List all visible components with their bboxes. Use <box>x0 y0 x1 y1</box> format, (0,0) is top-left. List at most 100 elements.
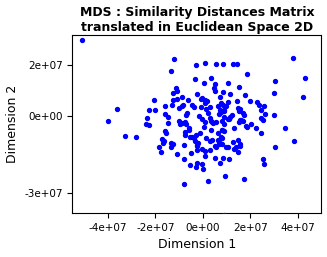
Point <box>219 142 225 146</box>
Point <box>168 69 174 74</box>
Point <box>171 91 176 95</box>
Point <box>190 135 195 139</box>
Point <box>174 89 180 94</box>
Point <box>188 151 194 155</box>
Point <box>218 136 224 140</box>
Point <box>169 145 174 149</box>
Point <box>180 103 185 107</box>
Point <box>202 120 207 124</box>
Point <box>217 95 222 99</box>
Point <box>209 76 214 80</box>
Point <box>200 117 205 121</box>
Point <box>231 61 236 66</box>
Point <box>225 100 231 104</box>
Point <box>291 139 297 143</box>
Point <box>217 112 222 116</box>
Point <box>242 177 247 181</box>
Point <box>290 56 296 60</box>
Point <box>232 126 237 131</box>
Point <box>228 92 233 96</box>
Point <box>209 120 215 124</box>
Point <box>197 114 202 118</box>
Point <box>213 145 218 149</box>
Point <box>213 89 218 93</box>
Point <box>219 136 225 140</box>
Point <box>237 120 242 124</box>
Point <box>221 62 226 67</box>
Point <box>182 130 188 134</box>
Point <box>219 128 225 132</box>
Point <box>170 98 175 102</box>
Point <box>200 167 205 171</box>
Point <box>170 142 175 146</box>
Point <box>207 105 213 109</box>
Point <box>260 118 266 122</box>
Point <box>79 38 84 42</box>
Point <box>217 161 223 166</box>
Point <box>187 135 193 139</box>
Point <box>272 145 278 149</box>
Point <box>203 107 209 111</box>
Point <box>221 103 226 107</box>
Y-axis label: Dimension 2: Dimension 2 <box>6 85 19 163</box>
Point <box>256 103 262 107</box>
Point <box>151 98 156 102</box>
Point <box>175 152 180 156</box>
Point <box>238 118 243 122</box>
Point <box>255 100 260 104</box>
Point <box>181 181 187 186</box>
Point <box>214 120 219 124</box>
Point <box>196 141 201 145</box>
Point <box>212 156 217 160</box>
Point <box>235 99 240 103</box>
Point <box>184 122 189 126</box>
Point <box>244 72 249 77</box>
Point <box>159 137 164 141</box>
Point <box>209 118 214 123</box>
Point <box>220 90 225 94</box>
Point <box>229 113 234 117</box>
Point <box>183 120 188 124</box>
Point <box>236 138 241 142</box>
Point <box>199 105 204 109</box>
Point <box>248 122 253 126</box>
Point <box>186 126 192 130</box>
Point <box>227 115 232 119</box>
Point <box>300 95 305 99</box>
Point <box>191 105 196 109</box>
Point <box>262 162 267 166</box>
Point <box>193 139 198 143</box>
Point <box>230 140 235 144</box>
Point <box>219 119 224 123</box>
Point <box>261 157 266 161</box>
Point <box>221 122 226 126</box>
Point <box>221 115 226 120</box>
Point <box>145 116 150 120</box>
Point <box>185 111 190 115</box>
Point <box>248 99 253 103</box>
Point <box>218 107 223 112</box>
Point <box>253 126 258 130</box>
Point <box>215 137 221 142</box>
Point <box>226 117 231 121</box>
Point <box>163 128 168 133</box>
Point <box>245 125 250 129</box>
Point <box>210 139 215 143</box>
Point <box>194 144 199 148</box>
Point <box>192 77 197 81</box>
Point <box>213 62 218 66</box>
Point <box>171 57 177 61</box>
Point <box>216 142 222 146</box>
Point <box>227 157 232 161</box>
Point <box>236 150 241 154</box>
Point <box>237 109 242 114</box>
Point <box>195 143 200 147</box>
Point <box>271 91 276 95</box>
Point <box>202 154 207 158</box>
Point <box>180 121 185 125</box>
Point <box>237 118 242 122</box>
Point <box>206 179 211 183</box>
Point <box>204 99 210 103</box>
Point <box>182 133 188 137</box>
Point <box>241 111 246 115</box>
